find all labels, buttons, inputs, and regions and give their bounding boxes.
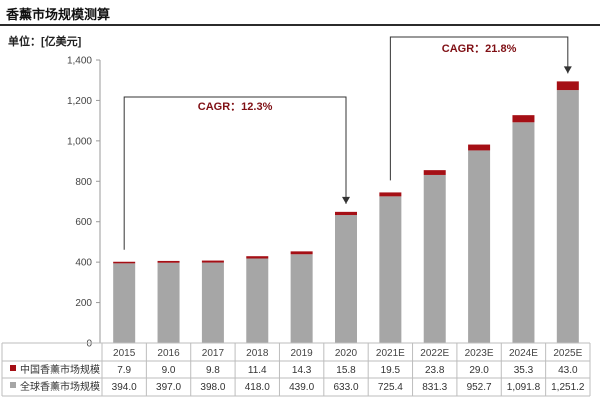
y-tick-label: 1,400 [67,56,92,67]
unit-label: 单位：[亿美元] [8,36,82,48]
bar-china [468,144,491,151]
cagr-label: CAGR：12.3% [198,101,273,113]
data-label-china: 7.9 [117,365,131,376]
title-divider [0,24,600,26]
page-title: 香薰市场规模测算 [6,7,111,22]
x-tick-label: 2022E [420,348,449,359]
bar-china [113,261,136,264]
x-tick-label: 2017 [202,348,225,359]
bar-global [246,258,269,343]
bar-global [201,262,224,343]
bar-china [246,256,269,259]
legend-swatch-global [10,382,16,388]
y-tick-label: 1,200 [67,96,92,107]
bar-china [556,81,579,91]
legend-label-global: 全球香薰市场规模 [20,380,100,393]
data-label-global: 633.0 [333,382,358,393]
x-tick-label: 2025E [553,348,582,359]
bar-global [290,254,313,343]
data-label-global: 439.0 [289,382,314,393]
data-label-china: 23.8 [425,365,445,376]
bar-global [113,263,136,343]
data-label-global: 1,251.2 [551,382,585,393]
legend-swatch-china [10,365,16,371]
x-tick-label: 2020 [335,348,358,359]
x-tick-label: 2024E [509,348,538,359]
bar-global [512,122,535,343]
data-label-global: 952.7 [467,382,492,393]
bar-china [512,115,535,123]
bar-global [468,150,491,343]
x-tick-label: 2016 [157,348,180,359]
bar-china [335,211,357,216]
data-label-global: 394.0 [112,382,137,393]
data-label-china: 9.0 [162,365,176,376]
bar-global [556,90,579,343]
bar-global [335,215,357,343]
bar-global [157,262,180,343]
data-label-china: 14.3 [292,365,312,376]
cagr-bracket [123,96,347,250]
bar-global [379,196,402,343]
data-label-china: 19.5 [381,365,401,376]
bar-china [379,192,402,197]
cagr-bracket [389,36,569,181]
y-tick-label: 800 [75,177,92,188]
x-tick-label: 2015 [113,348,136,359]
cagr-label: CAGR：21.8% [442,43,517,55]
bar-china [423,170,446,175]
legend-label-china: 中国香薰市场规模 [20,363,100,376]
x-tick-label: 2018 [246,348,269,359]
bar-china [157,260,180,263]
y-tick-label: 0 [86,339,92,350]
data-label-global: 398.0 [200,382,225,393]
data-label-global: 418.0 [245,382,270,393]
y-tick-label: 600 [75,217,92,228]
x-tick-label: 2023E [465,348,494,359]
data-label-global: 725.4 [378,382,403,393]
data-label-china: 9.8 [206,365,220,376]
bar-china [201,260,224,263]
data-label-china: 15.8 [336,365,356,376]
data-label-global: 1,091.8 [507,382,541,393]
bar-china [290,251,313,255]
data-label-china: 11.4 [248,365,267,376]
cagr-arrowhead [563,66,572,74]
data-label-global: 397.0 [156,382,181,393]
bar-global [423,174,446,343]
y-tick-label: 1,000 [67,136,92,147]
data-label-china: 35.3 [514,365,534,376]
y-tick-label: 400 [75,258,92,269]
cagr-arrowhead [342,196,350,204]
x-tick-label: 2019 [291,348,314,359]
data-label-global: 831.3 [422,382,447,393]
x-tick-label: 2021E [376,348,405,359]
y-tick-label: 200 [75,298,92,309]
data-label-china: 43.0 [558,365,578,376]
data-label-china: 29.0 [469,365,489,376]
